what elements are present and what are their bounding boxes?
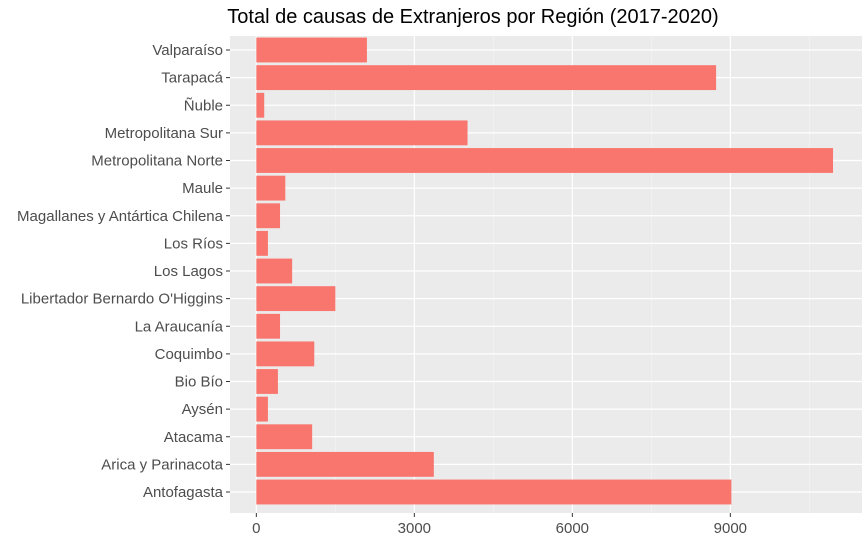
bar: [256, 175, 286, 201]
bar: [256, 424, 313, 450]
bar: [256, 258, 293, 284]
bar: [256, 120, 468, 146]
x-tick-label: 9000: [714, 520, 747, 537]
y-tick-label: Atacama: [164, 429, 224, 446]
bar: [256, 396, 268, 422]
bar: [256, 341, 315, 367]
y-tick-label: Ñuble: [184, 97, 223, 114]
y-tick-label: Coquimbo: [155, 346, 223, 363]
y-tick-label: Magallanes y Antártica Chilena: [17, 208, 224, 225]
y-tick-label: Antofagasta: [143, 484, 224, 501]
y-tick-label: Bio Bío: [175, 374, 223, 391]
bar: [256, 65, 717, 91]
bars: [256, 37, 834, 505]
y-tick-label: Arica y Parinacota: [101, 456, 223, 473]
y-tick-label: Libertador Bernardo O'Higgins: [21, 291, 223, 308]
y-tick-label: Tarapacá: [161, 70, 223, 87]
y-tick-label: Maule: [182, 180, 223, 197]
bar: [256, 148, 834, 173]
bar: [256, 451, 434, 477]
x-tick-label: 6000: [556, 520, 589, 537]
bar: [256, 37, 367, 63]
y-tick-label: Metropolitana Norte: [91, 153, 223, 170]
bar: [256, 479, 732, 505]
x-axis-labels: 0 3000 6000 9000: [252, 513, 747, 537]
y-tick-label: Los Ríos: [164, 235, 223, 252]
y-tick-label: Valparaíso: [152, 42, 223, 59]
plot-panel: [230, 36, 862, 513]
bar: [256, 369, 278, 394]
y-tick-label: Aysén: [182, 401, 223, 418]
chart-title: Total de causas de Extranjeros por Regió…: [227, 6, 719, 28]
x-tick-label: 3000: [398, 520, 431, 537]
bar: [256, 92, 265, 118]
bar: [256, 313, 281, 339]
bar: [256, 286, 336, 312]
y-tick-label: Los Lagos: [154, 263, 223, 280]
y-axis-labels: Valparaíso Tarapacá Ñuble Metropolitana Sur…: [17, 42, 230, 501]
bar: [256, 230, 268, 256]
x-tick-label: 0: [252, 520, 260, 537]
y-tick-label: Metropolitana Sur: [105, 125, 223, 142]
bar: [256, 203, 281, 229]
y-tick-label: La Araucanía: [135, 318, 224, 335]
